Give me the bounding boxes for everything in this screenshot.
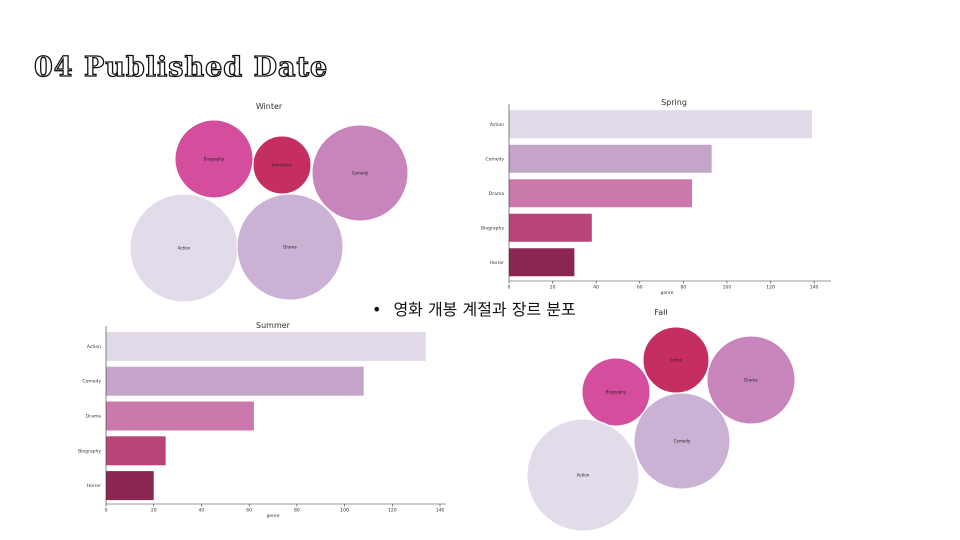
bubble-biography [581, 357, 651, 427]
bar-horror [509, 248, 575, 277]
fall-bubble-chart: Fall Crime Biography Drama Comedy Action [526, 308, 796, 532]
chart-title: Fall [654, 308, 667, 317]
x-tick-label: 40 [593, 285, 599, 291]
bubble-comedy [633, 392, 731, 490]
bar-comedy [106, 366, 364, 396]
x-tick-label: 120 [388, 508, 397, 514]
slide-title: 04 Published Date [33, 51, 329, 83]
bubble-drama [706, 335, 796, 425]
x-tick-label: 20 [550, 285, 556, 291]
bullet-text: 영화 개봉 계절과 장르 분포 [393, 300, 576, 319]
bar-biography [509, 213, 592, 242]
bar-action [106, 331, 426, 361]
summer-bar-chart: Summer Action Comedy Drama Biography Horror 0 2… [78, 321, 446, 519]
chart-title: Winter [256, 102, 283, 111]
bubble-comedy [311, 124, 409, 222]
y-tick-label: Horror [87, 483, 101, 489]
x-axis-label: genre [661, 290, 674, 296]
bubble-label: Comedy [352, 171, 369, 176]
y-tick-label: Drama [489, 191, 504, 197]
x-tick-label: 140 [810, 285, 819, 291]
bubble-label: Crime [670, 358, 682, 363]
bubble-label: Drama [744, 378, 758, 383]
bubble-label: Animation [272, 163, 293, 168]
y-tick-label: Biography [481, 225, 504, 231]
y-tick-label: Action [87, 344, 101, 350]
x-tick-label: 0 [105, 508, 108, 514]
x-tick-label: 40 [199, 508, 205, 514]
bubble-biography [174, 119, 254, 199]
x-tick-label: 80 [680, 285, 686, 291]
y-tick-label: Drama [86, 414, 101, 420]
y-tick-label: Comedy [82, 379, 101, 385]
y-tick-label: Biography [78, 448, 101, 454]
bar-comedy [509, 144, 712, 173]
bubble-label: Biography [204, 157, 225, 162]
x-tick-label: 60 [246, 508, 252, 514]
chart-title: Spring [661, 98, 687, 107]
x-tick-label: 20 [151, 508, 157, 514]
y-tick-label: Action [490, 122, 504, 128]
bubble-action [526, 418, 640, 532]
x-tick-label: 100 [340, 508, 349, 514]
spring-bar-chart: Spring Action Comedy Drama Biography Horror 0 2… [481, 98, 831, 296]
bar-drama [509, 179, 693, 208]
bubble-label: Biography [606, 390, 627, 395]
x-axis-label: genre [267, 513, 280, 519]
x-tick-label: 140 [436, 508, 445, 514]
y-tick-label: Horror [490, 260, 504, 266]
bar-biography [106, 436, 166, 466]
chart-title: Summer [256, 321, 291, 330]
x-tick-label: 120 [766, 285, 775, 291]
bubble-label: Drama [283, 245, 297, 250]
bubble-drama [236, 193, 344, 301]
x-tick-label: 0 [508, 285, 511, 291]
bullet-point: • 영화 개봉 계절과 장르 분포 [372, 296, 576, 320]
bubble-label: Action [577, 473, 590, 478]
y-tick-label: Comedy [485, 156, 504, 162]
bar-drama [106, 401, 254, 431]
x-tick-label: 80 [294, 508, 300, 514]
winter-bubble-chart: Winter Biography Animation Comedy Action Dram… [129, 102, 409, 303]
x-tick-label: 100 [723, 285, 732, 291]
x-tick-label: 60 [637, 285, 643, 291]
bubble-animation [252, 135, 312, 195]
bubble-label: Action [178, 246, 191, 251]
bubble-label: Comedy [674, 439, 691, 444]
bullet-dot: • [372, 300, 382, 319]
bar-action [509, 110, 812, 139]
bar-horror [106, 471, 154, 501]
